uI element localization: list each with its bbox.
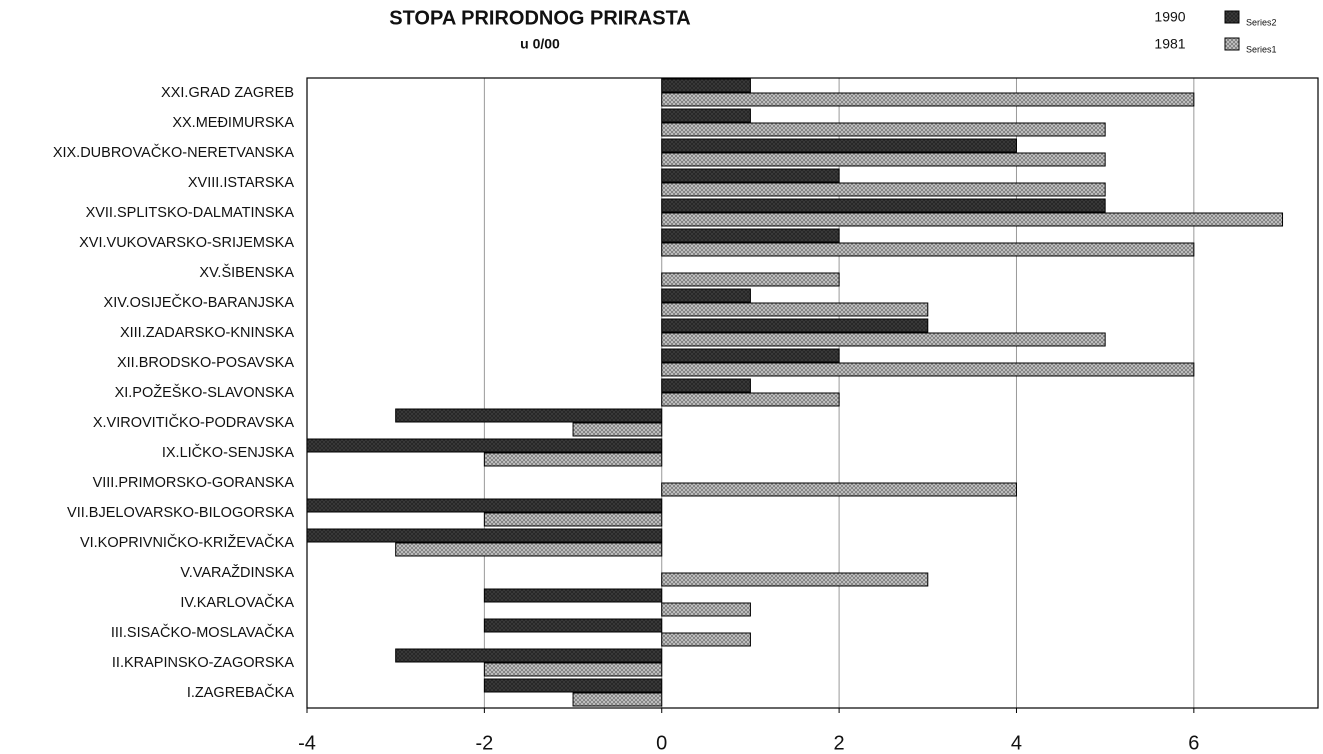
bar-hatch bbox=[484, 619, 662, 632]
y-tick-label: XIX.DUBROVAČKO-NERETVANSKA bbox=[53, 144, 295, 161]
bar-hatch bbox=[661, 393, 840, 406]
bar-hatch bbox=[661, 213, 1283, 226]
y-tick-label: XVII.SPLITSKO-DALMATINSKA bbox=[86, 205, 295, 221]
y-tick-label: XII.BRODSKO-POSAVSKA bbox=[117, 355, 294, 371]
bar-hatch bbox=[484, 589, 662, 602]
bar-hatch bbox=[307, 439, 662, 452]
y-tick-label: III.SISAČKO-MOSLAVAČKA bbox=[111, 624, 295, 641]
bar-hatch bbox=[661, 153, 1106, 166]
bar-hatch bbox=[661, 199, 1106, 212]
bar-hatch bbox=[484, 663, 662, 676]
x-tick-label: 6 bbox=[1188, 732, 1199, 754]
bar-hatch bbox=[484, 679, 662, 692]
bar-hatch bbox=[395, 649, 662, 662]
y-tick-label: XVIII.ISTARSKA bbox=[188, 175, 294, 191]
y-tick-label: XXI.GRAD ZAGREB bbox=[161, 85, 294, 101]
y-tick-label: XIII.ZADARSKO-KNINSKA bbox=[120, 325, 294, 341]
bar-hatch bbox=[661, 379, 751, 392]
y-tick-label: IV.KARLOVAČKA bbox=[180, 594, 294, 611]
y-tick-label: XVI.VUKOVARSKO-SRIJEMSKA bbox=[79, 235, 294, 251]
bar-hatch bbox=[661, 79, 751, 92]
plot: -4 -2 0 2 4 6 XXI.GRAD ZAGREB XX.MEĐIMURSKA XIX.… bbox=[53, 77, 1319, 754]
chart-subtitle: u 0/00 bbox=[520, 36, 560, 52]
y-tick-label: V.VARAŽDINSKA bbox=[180, 564, 294, 581]
bar-hatch bbox=[661, 123, 1106, 136]
bar-hatch bbox=[661, 109, 751, 122]
bar-hatch bbox=[395, 543, 662, 556]
bar-hatch bbox=[661, 289, 751, 302]
x-tick-label: 2 bbox=[834, 732, 845, 754]
bar-hatch bbox=[661, 319, 928, 332]
y-tick-label: II.KRAPINSKO-ZAGORSKA bbox=[112, 655, 294, 671]
bar-hatch bbox=[661, 333, 1106, 346]
chart-title: STOPA PRIRODNOG PRIRASTA bbox=[389, 7, 691, 29]
y-tick-label: IX.LIČKO-SENJSKA bbox=[162, 444, 294, 461]
y-tick-label: XI.POŽEŠKO-SLAVONSKA bbox=[115, 384, 295, 401]
bar-hatch bbox=[307, 529, 662, 542]
bar-hatch bbox=[661, 229, 840, 242]
legend-swatch-hatch bbox=[1225, 38, 1239, 50]
legend-label: Series1 bbox=[1246, 44, 1277, 54]
y-tick-label: X.VIROVITIČKO-PODRAVSKA bbox=[93, 414, 294, 431]
bar-hatch bbox=[484, 513, 662, 526]
y-tick-label: VII.BJELOVARSKO-BILOGORSKA bbox=[67, 505, 294, 521]
bar-hatch bbox=[661, 139, 1017, 152]
legend-year: 1990 bbox=[1154, 9, 1185, 25]
bar-hatch bbox=[661, 93, 1194, 106]
bar-hatch bbox=[661, 303, 928, 316]
bar-hatch bbox=[307, 499, 662, 512]
bar-hatch bbox=[661, 243, 1194, 256]
bar-hatch bbox=[661, 363, 1194, 376]
bar-hatch bbox=[573, 423, 662, 436]
bar-hatch bbox=[661, 349, 840, 362]
plot-border bbox=[306, 77, 1319, 709]
bar-hatch bbox=[661, 633, 751, 646]
bar-hatch bbox=[573, 693, 662, 706]
y-tick-label: XIV.OSIJEČKO-BARANJSKA bbox=[104, 294, 295, 311]
y-tick-label: I.ZAGREBAČKA bbox=[187, 684, 294, 701]
x-tick-label: -2 bbox=[475, 732, 493, 754]
legend-year: 1981 bbox=[1154, 36, 1185, 52]
x-tick-label: -4 bbox=[298, 732, 316, 754]
x-tick-label: 4 bbox=[1011, 732, 1022, 754]
y-tick-label: XV.ŠIBENSKA bbox=[199, 264, 294, 281]
bar-hatch bbox=[661, 169, 840, 182]
bar-hatch bbox=[661, 483, 1017, 496]
y-tick-label: VIII.PRIMORSKO-GORANSKA bbox=[93, 475, 295, 491]
legend: 1990 Series2 1981 Series1 bbox=[1154, 9, 1276, 55]
legend-swatch-hatch bbox=[1225, 11, 1239, 23]
bar-hatch bbox=[661, 573, 928, 586]
bar-hatch bbox=[661, 603, 751, 616]
x-tick-label: 0 bbox=[656, 732, 667, 754]
y-tick-label: VI.KOPRIVNIČKO-KRIŽEVAČKA bbox=[80, 534, 294, 551]
bar-hatch bbox=[661, 183, 1106, 196]
bar-hatch bbox=[484, 453, 662, 466]
legend-label: Series2 bbox=[1246, 17, 1277, 27]
y-tick-label: XX.MEĐIMURSKA bbox=[172, 115, 294, 131]
bar-hatch bbox=[661, 273, 840, 286]
bar-hatch bbox=[395, 409, 662, 422]
